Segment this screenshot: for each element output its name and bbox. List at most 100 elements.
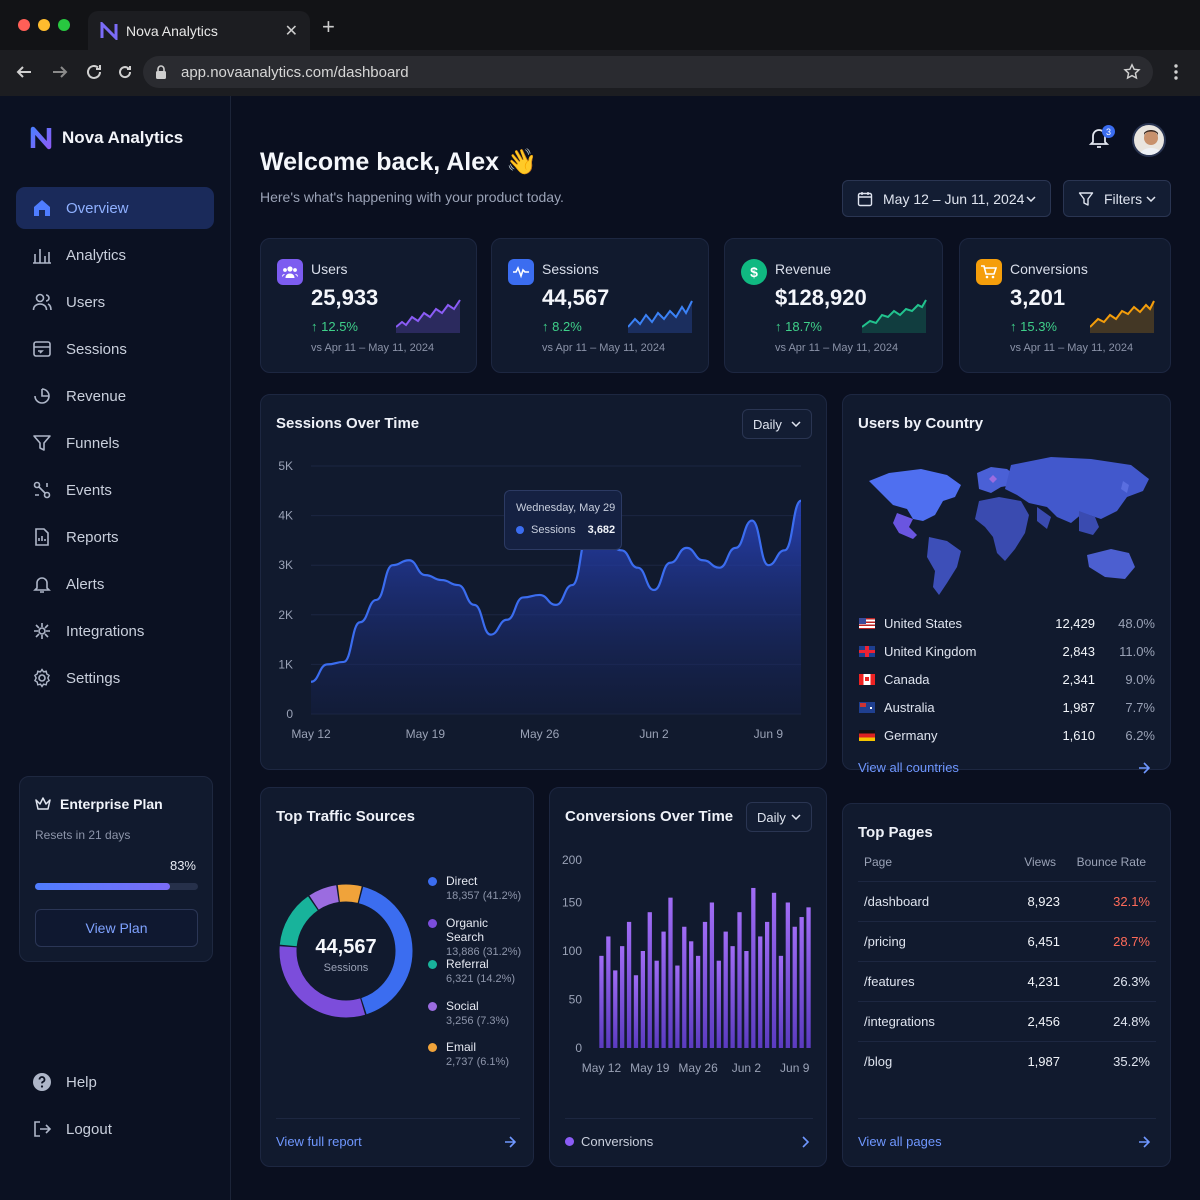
legend-item[interactable]: Direct 18,357 (41.2%) [428,874,528,902]
bar[interactable] [668,897,673,1048]
sidebar-item-events[interactable]: Events [16,469,214,511]
kpi-card-conversions[interactable]: Conversions 3,201 ↑ 15.3% vs Apr 11 – Ma… [959,238,1171,373]
sidebar-item-revenue[interactable]: Revenue [16,375,214,417]
bar[interactable] [661,931,666,1048]
bar[interactable] [682,926,687,1048]
view-all-pages-link[interactable]: View all pages [858,1134,942,1149]
donut-slice[interactable] [337,884,362,903]
sidebar-item-analytics[interactable]: Analytics [16,234,214,276]
bar[interactable] [758,936,763,1048]
bar[interactable] [778,955,784,1048]
view-plan-button[interactable]: View Plan [35,909,198,947]
bar[interactable] [785,902,790,1049]
bar[interactable] [702,921,708,1048]
users-icon [32,293,52,311]
bar[interactable] [764,921,770,1048]
notifications-button[interactable]: 3 [1088,125,1115,152]
arrow-right-icon[interactable] [1138,762,1150,774]
legend-item[interactable]: Organic Search 13,886 (31.2%) [428,916,528,958]
bar[interactable] [620,946,625,1048]
bar[interactable] [716,960,721,1048]
sidebar-item-integrations[interactable]: Integrations [16,610,214,652]
country-row[interactable]: Germany 1,610 6.2% [859,715,1155,755]
arrow-right-icon[interactable] [504,1136,516,1148]
view-full-report-link[interactable]: View full report [276,1134,362,1149]
sidebar-item-help[interactable]: Help [16,1061,214,1103]
date-range-picker[interactable]: May 12 – Jun 11, 2024 [842,180,1051,217]
sidebar-item-label: Help [66,1073,97,1091]
country-row[interactable]: United States 12,429 48.0% [859,603,1155,643]
kpi-card-sessions[interactable]: Sessions 44,567 ↑ 8.2% vs Apr 11 – May 1… [491,238,709,373]
bar[interactable] [723,931,728,1048]
donut-slice[interactable] [279,896,319,947]
back-button[interactable] [12,60,36,84]
legend-item[interactable]: Referral 6,321 (14.2%) [428,957,528,985]
avatar[interactable] [1132,123,1166,157]
new-tab-button[interactable]: + [322,14,335,39]
bar[interactable] [675,965,680,1048]
bar[interactable] [613,970,618,1048]
sidebar-item-users[interactable]: Users [16,281,214,323]
bar[interactable] [640,951,646,1048]
bar[interactable] [633,975,639,1048]
browser-tab[interactable]: Nova Analytics ✕ [88,11,310,50]
close-tab-icon[interactable]: ✕ [284,22,298,40]
minimize-window-button[interactable] [38,19,50,31]
view-all-countries-link[interactable]: View all countries [858,760,959,775]
bar[interactable] [709,902,715,1049]
country-row[interactable]: Canada 2,341 9.0% [859,659,1155,699]
bookmark-star-icon[interactable] [1123,63,1141,81]
country-row[interactable]: Australia 1,987 7.7% [859,687,1155,727]
bar[interactable] [792,926,797,1048]
donut-slice[interactable] [309,885,340,910]
sidebar-item-reports[interactable]: Reports [16,516,214,558]
sidebar-item-funnels[interactable]: Funnels [16,422,214,464]
table-row[interactable]: /blog 1,987 35.2% [858,1041,1156,1081]
bar[interactable] [799,917,804,1048]
bar[interactable] [689,941,694,1048]
country-row[interactable]: United Kingdom 2,843 11.0% [859,631,1155,671]
kpi-card-users[interactable]: Users 25,933 ↑ 12.5% vs Apr 11 – May 11,… [260,238,477,373]
chevron-right-icon[interactable] [799,1136,811,1148]
bar[interactable] [737,912,742,1048]
address-bar[interactable]: app.novaanalytics.com/dashboard [143,56,1153,88]
table-row[interactable]: /features 4,231 26.3% [858,961,1156,1001]
extension-button[interactable] [113,60,137,84]
bar[interactable] [771,892,777,1048]
plan-usage-label: 83% [169,858,196,873]
bar[interactable] [806,907,811,1048]
sidebar-item-overview[interactable]: Overview [16,187,214,229]
bar[interactable] [647,912,652,1048]
table-row[interactable]: /integrations 2,456 24.8% [858,1001,1156,1041]
sidebar-item-alerts[interactable]: Alerts [16,563,214,605]
sidebar-item-logout[interactable]: Logout [16,1108,214,1150]
legend-item[interactable]: Email 2,737 (6.1%) [428,1040,528,1068]
close-window-button[interactable] [18,19,30,31]
x-tick-label: May 26 [678,1061,718,1075]
forward-button[interactable] [48,60,72,84]
bar[interactable] [695,955,701,1048]
bar[interactable] [744,951,749,1048]
brand[interactable]: Nova Analytics [30,126,183,150]
conversions-period-select[interactable]: Daily [746,802,812,832]
reload-button[interactable] [82,60,106,84]
sidebar-item-settings[interactable]: Settings [16,657,214,699]
bar[interactable] [606,936,611,1048]
table-row[interactable]: /dashboard 8,923 32.1% [858,881,1156,921]
donut-slice[interactable] [358,886,413,1015]
bar[interactable] [654,960,659,1048]
bar[interactable] [626,921,632,1048]
donut-slice[interactable] [279,946,366,1018]
filters-button[interactable]: Filters [1063,180,1171,217]
table-row[interactable]: /pricing 6,451 28.7% [858,921,1156,961]
maximize-window-button[interactable] [58,19,70,31]
sidebar-item-sessions[interactable]: Sessions [16,328,214,370]
sessions-period-select[interactable]: Daily [742,409,812,439]
browser-menu-button[interactable] [1164,60,1188,84]
legend-item[interactable]: Social 3,256 (7.3%) [428,999,528,1027]
kpi-card-revenue[interactable]: $ Revenue $128,920 ↑ 18.7% vs Apr 11 – M… [724,238,943,373]
bar[interactable] [751,887,756,1048]
bar[interactable] [599,955,604,1048]
bar[interactable] [730,946,735,1048]
arrow-right-icon[interactable] [1138,1136,1150,1148]
